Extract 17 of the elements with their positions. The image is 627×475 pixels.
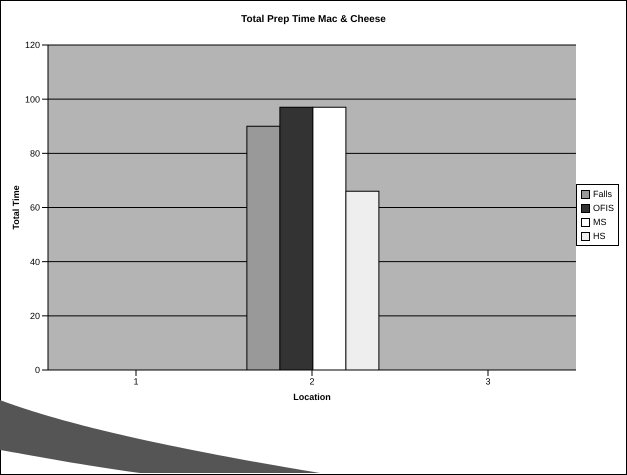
y-tick-label: 100 (24, 94, 40, 104)
legend-label: HS (592, 231, 606, 241)
x-axis-title: Location (293, 392, 331, 402)
chart-title: Total Prep Time Mac & Cheese (240, 14, 387, 25)
y-tick-label: 0 (34, 365, 40, 376)
y-tick-label: 20 (30, 311, 40, 322)
x-tick-label: 3 (485, 376, 490, 386)
legend-label: MS (592, 217, 606, 227)
y-tick-label: 80 (30, 148, 40, 159)
y-axis-title: Total Time (11, 185, 22, 230)
legend-label: Falls (592, 189, 612, 199)
y-tick-label: 120 (24, 40, 40, 50)
x-tick-label: 1 (133, 376, 139, 386)
y-tick-label: 60 (30, 202, 40, 213)
legend-label: OFIS (592, 203, 614, 213)
x-tick-label: 2 (309, 376, 314, 386)
y-tick-label: 40 (30, 256, 40, 267)
